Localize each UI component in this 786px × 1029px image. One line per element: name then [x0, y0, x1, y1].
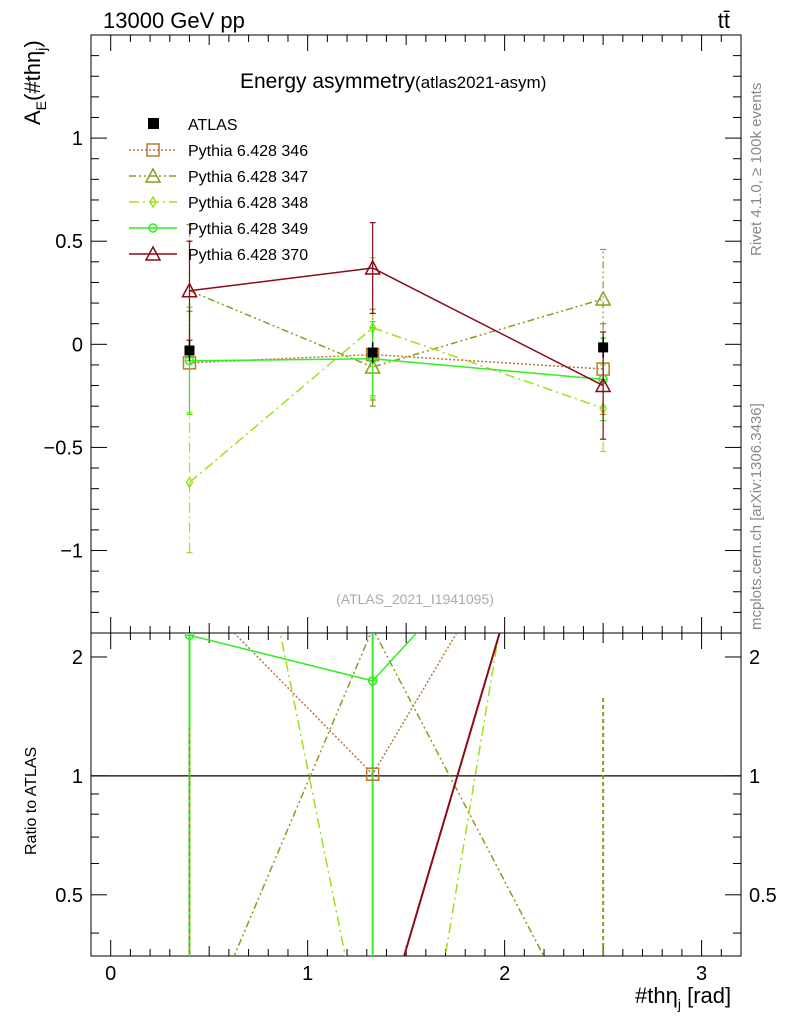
x-label-unit: [rad] [681, 983, 731, 1008]
main-panel: −1 −0.5 0 0.5 1 [44, 34, 742, 634]
mcplots-label: mcplots.cern.ch [arXiv:1306.3436] [748, 403, 765, 630]
reference-point [598, 342, 609, 353]
series-point [181, 282, 198, 298]
analysis-id-label: (ATLAS_2021_I1941095) [336, 591, 494, 607]
ratio-y-tick-label-right: 0.5 [749, 885, 777, 907]
legend-marker [148, 223, 158, 233]
ratio-y-tick-label-right: 1 [749, 766, 760, 788]
series-line [189, 267, 604, 387]
series-point [594, 290, 612, 306]
plot-title: Energy asymmetry(atlas2021-asym) [240, 70, 546, 93]
main-y-tick-label: 0.5 [55, 231, 83, 253]
ratio-series-line [233, 633, 545, 956]
ratio-series-line [233, 633, 458, 776]
ratio-series-group [184, 633, 605, 956]
reference-point [367, 347, 378, 358]
ratio-series-line [189, 633, 418, 682]
legend-label: Pythia 6.428 346 [188, 143, 308, 160]
main-y-label-close: ) [20, 40, 45, 47]
legend-marker [146, 143, 160, 157]
x-label-sub: j [677, 996, 681, 1012]
series-point [185, 476, 194, 489]
main-y-label-sub2: j [33, 48, 49, 52]
ratio-y-tick-label: 2 [72, 647, 83, 669]
legend-label: Pythia 6.428 348 [188, 195, 308, 212]
ratio-y-tick-label-right: 2 [749, 647, 760, 669]
process-label: tt̄ [718, 8, 730, 33]
legend-marker [144, 245, 162, 261]
main-y-label-sub1: E [33, 101, 49, 110]
x-label-main: #th [635, 983, 666, 1008]
ratio-panel: 0 1 2 3 0.5 0.5 1 1 2 2 [55, 632, 777, 985]
ratio-point [365, 767, 380, 781]
ratio-point [367, 676, 378, 686]
series-line [189, 353, 604, 370]
x-axis-label: #thηj [rad] [635, 983, 731, 1012]
series-line [189, 290, 604, 368]
legend-label: Pythia 6.428 349 [188, 221, 308, 238]
legend-label-atlas: ATLAS [188, 117, 238, 134]
x-tick-label: 3 [696, 963, 707, 985]
main-y-label-eta: η [20, 51, 45, 63]
x-label-eta: η [666, 983, 678, 1008]
legend-label: Pythia 6.428 347 [188, 169, 308, 186]
x-tick-label: 2 [499, 963, 510, 985]
rivet-version-label: Rivet 4.1.0, ≥ 100k events [748, 83, 765, 256]
main-y-tick-label: 1 [72, 128, 83, 150]
main-y-axis-label: AE(#thηj) [20, 40, 49, 125]
ratio-y-tick-label: 0.5 [55, 885, 83, 907]
main-series-group [181, 222, 612, 554]
main-y-tick-label: −0.5 [44, 437, 83, 459]
legend-marker-atlas [148, 118, 159, 129]
reference-point [184, 345, 195, 356]
plot-title-sub: (atlas2021-asym) [415, 73, 546, 92]
legend-marker [144, 167, 162, 183]
ratio-series-line [279, 633, 500, 956]
ratio-y-axis-label: Ratio to ATLAS [23, 747, 40, 855]
main-y-label-a: A [20, 110, 45, 125]
series-point [364, 259, 381, 275]
energy-label: 13000 GeV pp [103, 8, 245, 33]
ratio-point [184, 633, 195, 641]
x-tick-label: 1 [302, 963, 313, 985]
ratio-y-tick-label: 1 [72, 766, 83, 788]
series-line [189, 326, 604, 484]
series-line [189, 357, 604, 381]
main-y-tick-label: −1 [60, 541, 83, 563]
main-y-tick-label: 0 [72, 334, 83, 356]
main-y-label-paren: (#th [20, 63, 45, 101]
legend: ATLAS Pythia 6.428 346 Pythia 6.428 347 Pyt… [129, 117, 308, 264]
ratio-series-line [403, 633, 501, 956]
x-tick-label: 0 [105, 963, 116, 985]
series-point [594, 376, 612, 393]
legend-marker [149, 195, 157, 209]
legend-label: Pythia 6.428 370 [188, 247, 308, 264]
plot-title-main: Energy asymmetry [240, 70, 416, 93]
